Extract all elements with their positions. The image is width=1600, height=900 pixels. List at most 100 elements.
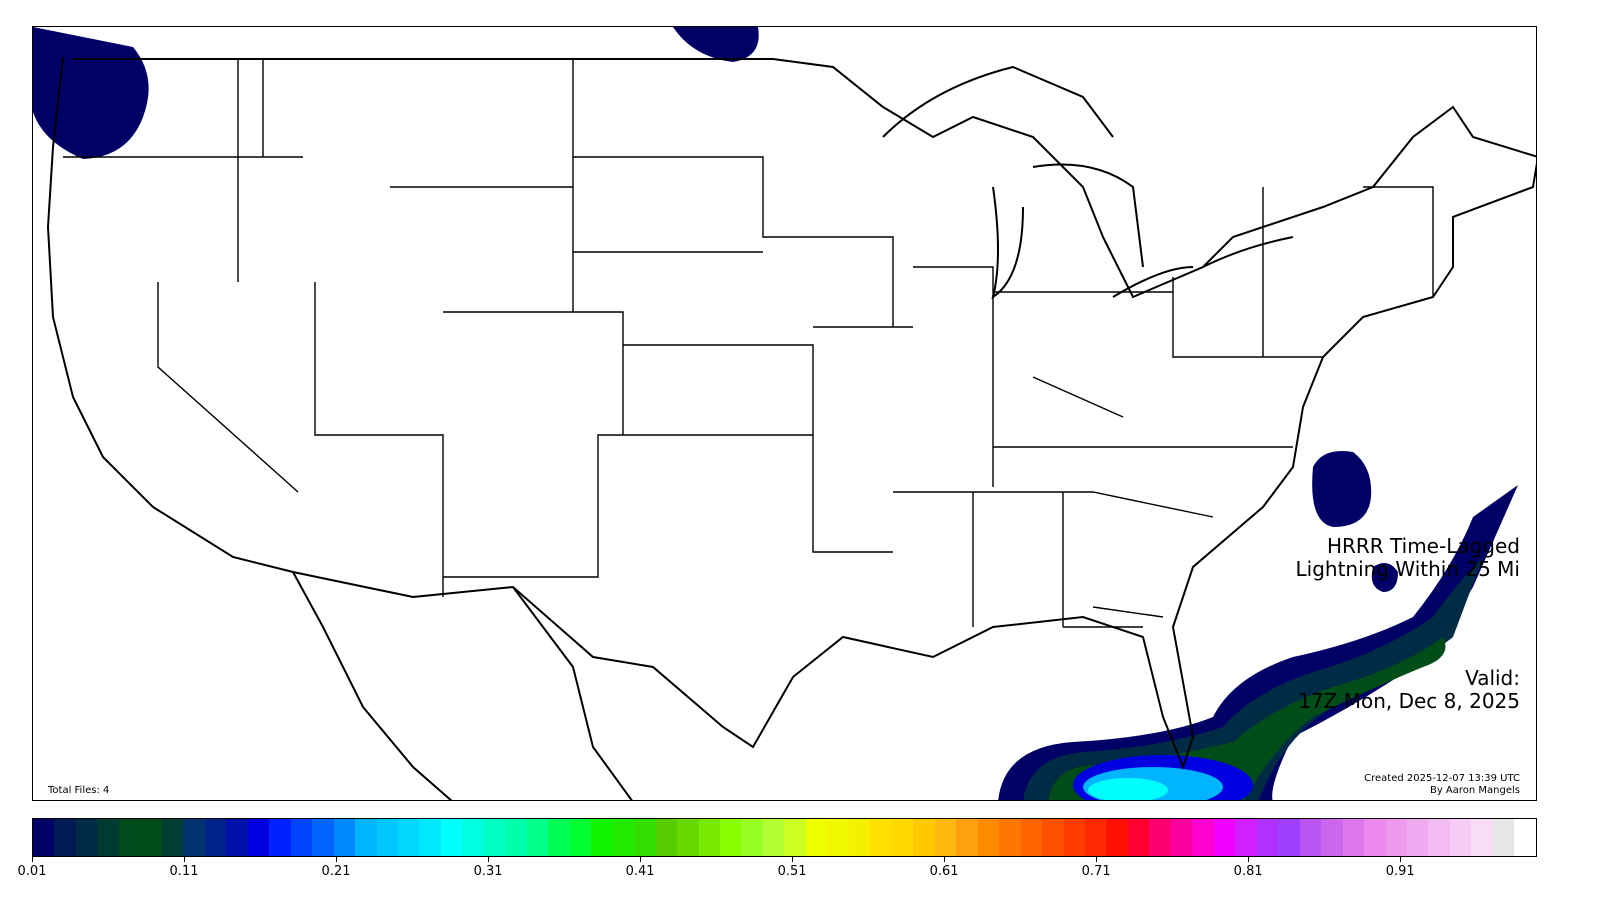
colorbar-bin xyxy=(913,819,935,856)
colorbar-bin xyxy=(762,819,785,856)
colorbar-bin xyxy=(741,819,763,856)
colorbar-tick-mark xyxy=(488,857,490,862)
colorbar-bin xyxy=(1063,819,1085,856)
colorbar-bin xyxy=(634,819,656,856)
contour-cyan-core xyxy=(1088,778,1168,800)
colorbar-tick-mark xyxy=(792,857,794,862)
colorbar-bin xyxy=(355,819,377,856)
colorbar-bin xyxy=(1407,819,1429,856)
colorbar-bin xyxy=(1278,819,1300,856)
map-title-line1: HRRR Time-Lagged xyxy=(1326,534,1520,558)
colorbar-bin xyxy=(1299,819,1322,856)
colorbar-bin xyxy=(97,819,119,856)
valid-time: 17Z Mon, Dec 8, 2025 xyxy=(1298,689,1520,713)
colorbar-tick-mark xyxy=(944,857,946,862)
colorbar-bin xyxy=(1449,819,1472,856)
colorbar-bin xyxy=(720,819,742,856)
colorbar-tick-label: 0.61 xyxy=(929,864,959,879)
colorbar-bin xyxy=(1127,819,1150,856)
author-credit: By Aaron Mangels xyxy=(1429,785,1520,796)
colorbar-bin xyxy=(1385,819,1407,856)
colorbar-bin xyxy=(1342,819,1365,856)
colorbar xyxy=(32,818,1537,857)
colorbar-bin xyxy=(226,819,248,856)
colorbar-bin xyxy=(161,819,184,856)
contour-pacific-nw xyxy=(33,27,149,159)
map-canvas xyxy=(33,27,1536,800)
state-borders xyxy=(63,59,1434,628)
colorbar-bin xyxy=(505,819,527,856)
great-lakes xyxy=(882,65,1294,300)
colorbar-bin xyxy=(1149,819,1171,856)
colorbar-bin xyxy=(118,819,141,856)
colorbar-tick-mark xyxy=(1096,857,1098,862)
colorbar-bin xyxy=(548,819,570,856)
contour-canada xyxy=(673,27,759,62)
colorbar-bin xyxy=(805,819,828,856)
colorbar-bin xyxy=(1042,819,1064,856)
colorbar-tick-mark xyxy=(336,857,338,862)
colorbar-bin xyxy=(1256,819,1279,856)
colorbar-tick-label: 0.81 xyxy=(1233,864,1263,879)
colorbar-bin xyxy=(999,819,1021,856)
colorbar-bin xyxy=(569,819,592,856)
colorbar-bin xyxy=(655,819,678,856)
colorbar-bin xyxy=(1471,819,1493,856)
colorbar-bin xyxy=(870,819,892,856)
colorbar-bin xyxy=(612,819,635,856)
colorbar-bin xyxy=(1428,819,1450,856)
colorbar-bin xyxy=(1020,819,1043,856)
colorbar-tick-mark xyxy=(640,857,642,862)
colorbar-bin xyxy=(183,819,205,856)
colorbar-bin xyxy=(419,819,441,856)
colorbar-tick-label: 0.91 xyxy=(1385,864,1415,879)
colorbar-bin xyxy=(75,819,98,856)
colorbar-bin xyxy=(1213,819,1236,856)
colorbar-bin xyxy=(526,819,549,856)
valid-label: Valid: xyxy=(1465,666,1520,690)
lightning-probability-contours xyxy=(33,27,1518,800)
country-border xyxy=(46,56,1536,770)
colorbar-tick-label: 0.31 xyxy=(473,864,503,879)
contour-atlantic-blob xyxy=(1312,451,1372,527)
colorbar-bin xyxy=(247,819,270,856)
colorbar-tick-mark xyxy=(32,857,33,862)
colorbar-tick-mark xyxy=(184,857,186,862)
colorbar-bin xyxy=(269,819,291,856)
colorbar-bin xyxy=(1192,819,1214,856)
colorbar-tick-label: 0.41 xyxy=(625,864,655,879)
colorbar-bin xyxy=(440,819,463,856)
colorbar-bin xyxy=(827,819,849,856)
colorbar-tick-mark xyxy=(1400,857,1402,862)
total-files: Total Files: 4 xyxy=(48,785,110,796)
colorbar-bin xyxy=(956,819,978,856)
colorbar-bin xyxy=(591,819,613,856)
colorbar-bin xyxy=(54,819,76,856)
colorbar-bin xyxy=(204,819,227,856)
colorbar-tick-label: 0.21 xyxy=(321,864,351,879)
colorbar-bin xyxy=(140,819,162,856)
created-timestamp: Created 2025-12-07 13:39 UTC xyxy=(1364,773,1520,784)
colorbar-bin xyxy=(483,819,506,856)
colorbar-bin xyxy=(977,819,1000,856)
colorbar-bin xyxy=(290,819,313,856)
colorbar-bin xyxy=(1106,819,1128,856)
colorbar-bin xyxy=(934,819,957,856)
colorbar-bin xyxy=(784,819,806,856)
colorbar-bin xyxy=(1084,819,1107,856)
map-panel[interactable]: HRRR Time-Lagged Lightning Within 25 Mi … xyxy=(32,26,1537,801)
colorbar-tick-label: 0.51 xyxy=(777,864,807,879)
colorbar-tick-label: 0.01 xyxy=(17,864,47,879)
colorbar-bin xyxy=(1364,819,1386,856)
colorbar-tick-label: 0.71 xyxy=(1081,864,1111,879)
colorbar-bin xyxy=(677,819,699,856)
colorbar-bin xyxy=(333,819,356,856)
colorbar-bin xyxy=(1321,819,1343,856)
colorbar-bin xyxy=(1514,819,1536,856)
colorbar-bin xyxy=(848,819,871,856)
colorbar-tick-label: 0.11 xyxy=(169,864,199,879)
colorbar-bin xyxy=(1492,819,1515,856)
colorbar-bin xyxy=(698,819,720,856)
map-title-line2: Lightning Within 25 Mi xyxy=(1295,557,1521,581)
colorbar-bin xyxy=(397,819,420,856)
